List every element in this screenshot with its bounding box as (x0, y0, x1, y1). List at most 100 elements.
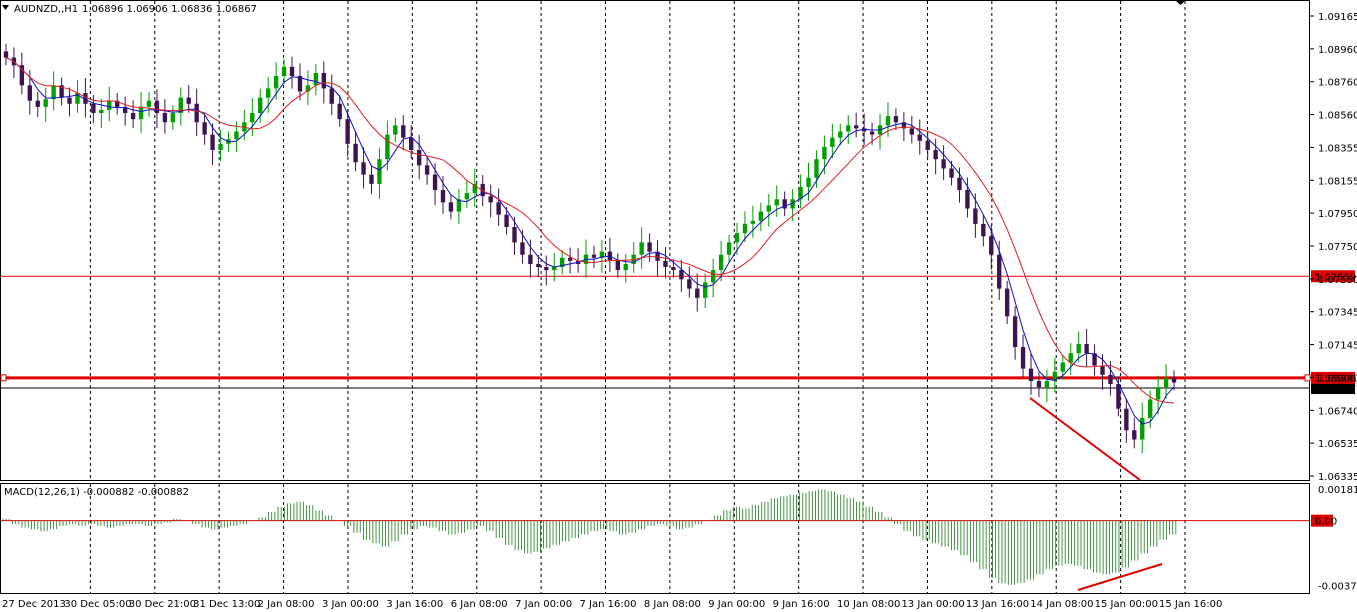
current-price-tag: 1.06867 (1315, 384, 1356, 395)
candle-body (186, 97, 191, 104)
candle-body (734, 233, 740, 243)
price-tick-label: 1.06535 (1318, 439, 1357, 450)
candle-body (997, 254, 1002, 289)
price-tick-label: 1.06740 (1318, 406, 1357, 417)
price-tick-label: 1.07145 (1318, 341, 1357, 352)
candle-body (1036, 380, 1042, 388)
candle-body (965, 190, 970, 209)
candle-body (1148, 399, 1153, 418)
candle-body (1171, 377, 1177, 383)
price-tick-label: 1.08155 (1318, 176, 1357, 187)
candle-body (536, 263, 541, 268)
ohlc-values: 1.06896 1.06906 1.06836 1.06867 (82, 4, 257, 15)
macd-histogram (1, 489, 1310, 585)
candle-body (750, 220, 756, 224)
candle-body (210, 134, 215, 150)
candle-body (115, 100, 120, 107)
time-tick-label: 13 Jan 00:00 (901, 599, 964, 610)
candle-body (464, 193, 470, 200)
dropdown-icon[interactable] (2, 5, 9, 10)
price-tick-label: 1.06335 (1318, 472, 1357, 483)
symbol-label: AUDNZD,,H1 (14, 4, 78, 15)
candle-body (1155, 387, 1161, 400)
candle-body (313, 72, 319, 86)
price-tick-label: 1.08560 (1318, 111, 1357, 122)
candle-body (615, 260, 620, 271)
candle-body (981, 223, 986, 237)
candle-body (472, 183, 477, 194)
candle-body (973, 208, 978, 224)
candle-body (814, 159, 819, 178)
candle-body (393, 125, 398, 135)
price-tick-label: 1.08355 (1318, 143, 1357, 154)
macd-zero-tag: 0.00 (1315, 517, 1337, 528)
candle-body (806, 177, 811, 187)
divergence-lines[interactable] (1029, 397, 1163, 591)
price-tick-label: 1.06940 (1318, 373, 1357, 384)
macd-axis: 0.001813 0.00 -0.00375 (1311, 485, 1357, 593)
candle-body (520, 242, 525, 255)
candle-body (1012, 316, 1018, 348)
candle-body (1052, 371, 1058, 381)
candle-body (941, 159, 946, 169)
candle-body (1140, 417, 1145, 440)
candle-body (27, 85, 32, 101)
candle-body (552, 267, 557, 271)
macd-pane-frame (0, 483, 1310, 594)
candle-body (146, 100, 152, 107)
current-price-tag-bg (1311, 381, 1355, 394)
candle-body (957, 177, 962, 191)
candle-body (949, 168, 954, 178)
candle-body (917, 134, 922, 141)
candle-body (424, 165, 430, 175)
candle-body (440, 190, 446, 203)
candle-body (234, 131, 239, 140)
candle-body (35, 100, 40, 107)
candle-body (655, 251, 660, 261)
candle-body (599, 251, 605, 258)
candle-body (361, 162, 366, 175)
candle-body (83, 93, 88, 104)
candle-body (99, 109, 104, 114)
candle-body (194, 103, 199, 123)
candle-body (305, 85, 311, 92)
price-pane-frame (0, 0, 1310, 481)
candle-body (1116, 384, 1121, 409)
chart-shift-icon[interactable] (1175, 0, 1186, 5)
candle-body (321, 72, 326, 89)
candle-body (178, 97, 183, 114)
candle-body (718, 254, 724, 271)
candle-body (782, 199, 787, 209)
time-tick-label: 7 Jan 00:00 (515, 599, 572, 610)
time-tick-label: 9 Jan 00:00 (708, 599, 765, 610)
candle-body (266, 88, 271, 98)
candle-body (766, 205, 771, 212)
time-tick-label: 13 Jan 16:00 (966, 599, 1029, 610)
candles[interactable] (3, 43, 1177, 454)
candle-body (758, 211, 764, 221)
macd-label: MACD(12,26,1) -0.000882 -0.000882 (4, 487, 189, 498)
time-tick-label: 3 Jan 16:00 (386, 599, 443, 610)
candle-body (790, 199, 795, 209)
candle-body (1044, 380, 1050, 388)
candle-body (273, 76, 279, 89)
moving-averages (5, 57, 1175, 425)
candle-body (925, 140, 930, 150)
price-axis: 1.09165 1.08960 1.08760 1.08560 1.08355 1.081… (1310, 12, 1357, 483)
candle-body (130, 113, 136, 120)
candle-body (377, 159, 382, 184)
candle-body (448, 202, 454, 212)
candle-body (91, 103, 96, 114)
candle-body (933, 149, 938, 160)
candle-body (742, 223, 748, 234)
candle-body (258, 97, 263, 114)
price-tick-label: 1.07345 (1318, 308, 1357, 319)
candle-body (329, 88, 334, 104)
candle-body (1068, 353, 1073, 363)
candle-body (19, 65, 25, 86)
candle-body (138, 106, 144, 120)
candle-body (869, 131, 875, 135)
